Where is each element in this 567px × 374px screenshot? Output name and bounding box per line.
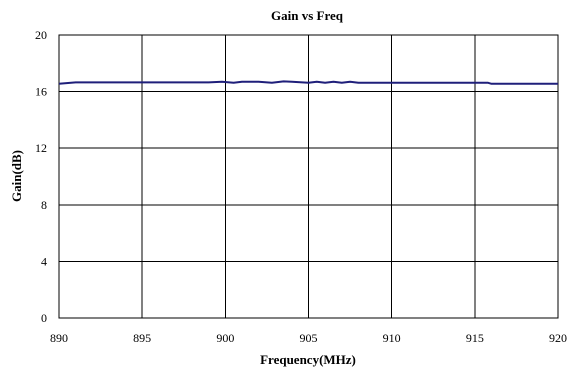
chart-title: Gain vs Freq [271,8,344,23]
plot-border [58,34,559,319]
y-tick-label: 20 [35,28,47,42]
x-tick-label: 915 [466,331,484,345]
y-tick-label: 4 [41,254,47,268]
x-tick-label: 905 [300,331,318,345]
y-tick-label: 16 [35,85,47,99]
plot-area: 0 4 8 12 16 20 890 895 900 905 910 915 920 [35,28,567,345]
y-tick-label: 8 [41,198,47,212]
gain-series-line [58,80,558,85]
x-tick-label: 890 [50,331,68,345]
y-axis-label: Gain(dB) [9,150,24,202]
x-tick-label: 920 [549,331,567,345]
y-tick-label: 0 [41,311,47,325]
y-tick-label: 12 [35,141,47,155]
x-tick-label: 895 [133,331,151,345]
x-tick-label: 910 [383,331,401,345]
x-tick-label: 900 [216,331,234,345]
x-axis-label: Frequency(MHz) [260,352,356,367]
